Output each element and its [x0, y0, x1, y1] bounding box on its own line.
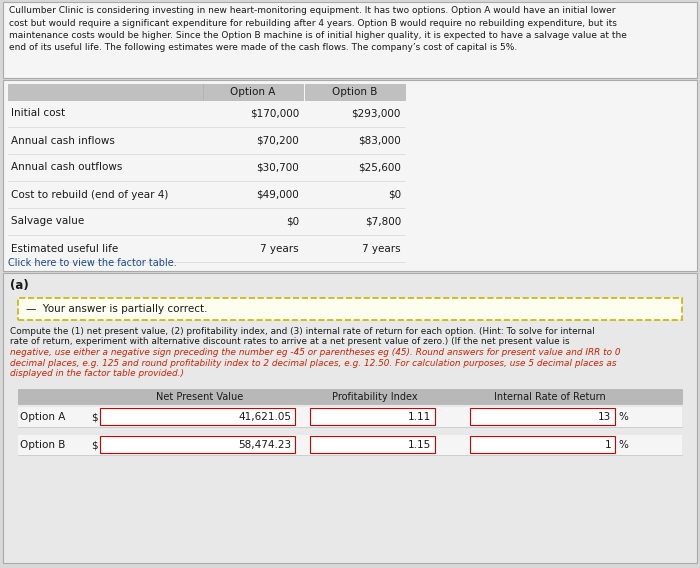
- Bar: [18, 298, 682, 320]
- Text: $0: $0: [286, 216, 299, 227]
- Text: 1: 1: [604, 440, 611, 450]
- Text: Cost to rebuild (end of year 4): Cost to rebuild (end of year 4): [11, 190, 169, 199]
- Text: Annual cash inflows: Annual cash inflows: [11, 136, 115, 145]
- Bar: [18, 389, 682, 404]
- Text: Initial cost: Initial cost: [11, 108, 65, 119]
- Bar: [203, 84, 303, 100]
- Text: $: $: [91, 412, 97, 422]
- Bar: [3, 2, 697, 78]
- Text: $293,000: $293,000: [351, 108, 401, 119]
- Text: 7 years: 7 years: [363, 244, 401, 253]
- Bar: [470, 436, 615, 453]
- Bar: [310, 408, 435, 425]
- Text: 41,621.05: 41,621.05: [238, 412, 291, 422]
- Text: Compute the (1) net present value, (2) profitability index, and (3) internal rat: Compute the (1) net present value, (2) p…: [10, 327, 594, 336]
- Text: Internal Rate of Return: Internal Rate of Return: [494, 391, 606, 402]
- Text: $7,800: $7,800: [365, 216, 401, 227]
- Bar: [3, 273, 697, 563]
- Text: $30,700: $30,700: [256, 162, 299, 173]
- Text: $25,600: $25,600: [358, 162, 401, 173]
- Text: $83,000: $83,000: [358, 136, 401, 145]
- Text: Estimated useful life: Estimated useful life: [11, 244, 118, 253]
- Text: $170,000: $170,000: [250, 108, 299, 119]
- Text: Option A: Option A: [230, 87, 276, 97]
- Text: rate of return, experiment with alternative discount rates to arrive at a net pr: rate of return, experiment with alternat…: [10, 337, 570, 346]
- Text: Click here to view the factor table.: Click here to view the factor table.: [8, 258, 176, 268]
- Bar: [310, 436, 435, 453]
- Text: %: %: [618, 412, 628, 422]
- Bar: [18, 407, 682, 427]
- Text: negative, use either a negative sign preceding the number eg -45 or parentheses : negative, use either a negative sign pre…: [10, 348, 620, 357]
- Text: $: $: [91, 440, 97, 450]
- Text: Profitability Index: Profitability Index: [332, 391, 418, 402]
- Text: $70,200: $70,200: [256, 136, 299, 145]
- Text: Cullumber Clinic is considering investing in new heart-monitoring equipment. It : Cullumber Clinic is considering investin…: [9, 6, 627, 52]
- Bar: [100, 408, 295, 425]
- Text: 13: 13: [598, 412, 611, 422]
- Text: decimal places, e.g. 125 and round profitability index to 2 decimal places, e.g.: decimal places, e.g. 125 and round profi…: [10, 358, 617, 367]
- Text: Net Present Value: Net Present Value: [156, 391, 244, 402]
- Text: $49,000: $49,000: [256, 190, 299, 199]
- Text: 1.11: 1.11: [407, 412, 431, 422]
- Text: displayed in the factor table provided.): displayed in the factor table provided.): [10, 369, 184, 378]
- Text: Salvage value: Salvage value: [11, 216, 84, 227]
- Text: Option B: Option B: [20, 440, 65, 450]
- Bar: [305, 84, 405, 100]
- Bar: [3, 80, 697, 271]
- Bar: [100, 436, 295, 453]
- Bar: [470, 408, 615, 425]
- Text: Option B: Option B: [332, 87, 378, 97]
- Bar: [18, 435, 682, 455]
- Text: $0: $0: [388, 190, 401, 199]
- Text: %: %: [618, 440, 628, 450]
- Bar: [8, 84, 203, 100]
- Text: —  Your answer is partially correct.: — Your answer is partially correct.: [26, 304, 207, 314]
- Text: Annual cash outflows: Annual cash outflows: [11, 162, 122, 173]
- Text: Option A: Option A: [20, 412, 65, 422]
- Text: 58,474.23: 58,474.23: [238, 440, 291, 450]
- Text: 7 years: 7 years: [260, 244, 299, 253]
- Text: 1.15: 1.15: [407, 440, 431, 450]
- Text: (a): (a): [10, 278, 29, 291]
